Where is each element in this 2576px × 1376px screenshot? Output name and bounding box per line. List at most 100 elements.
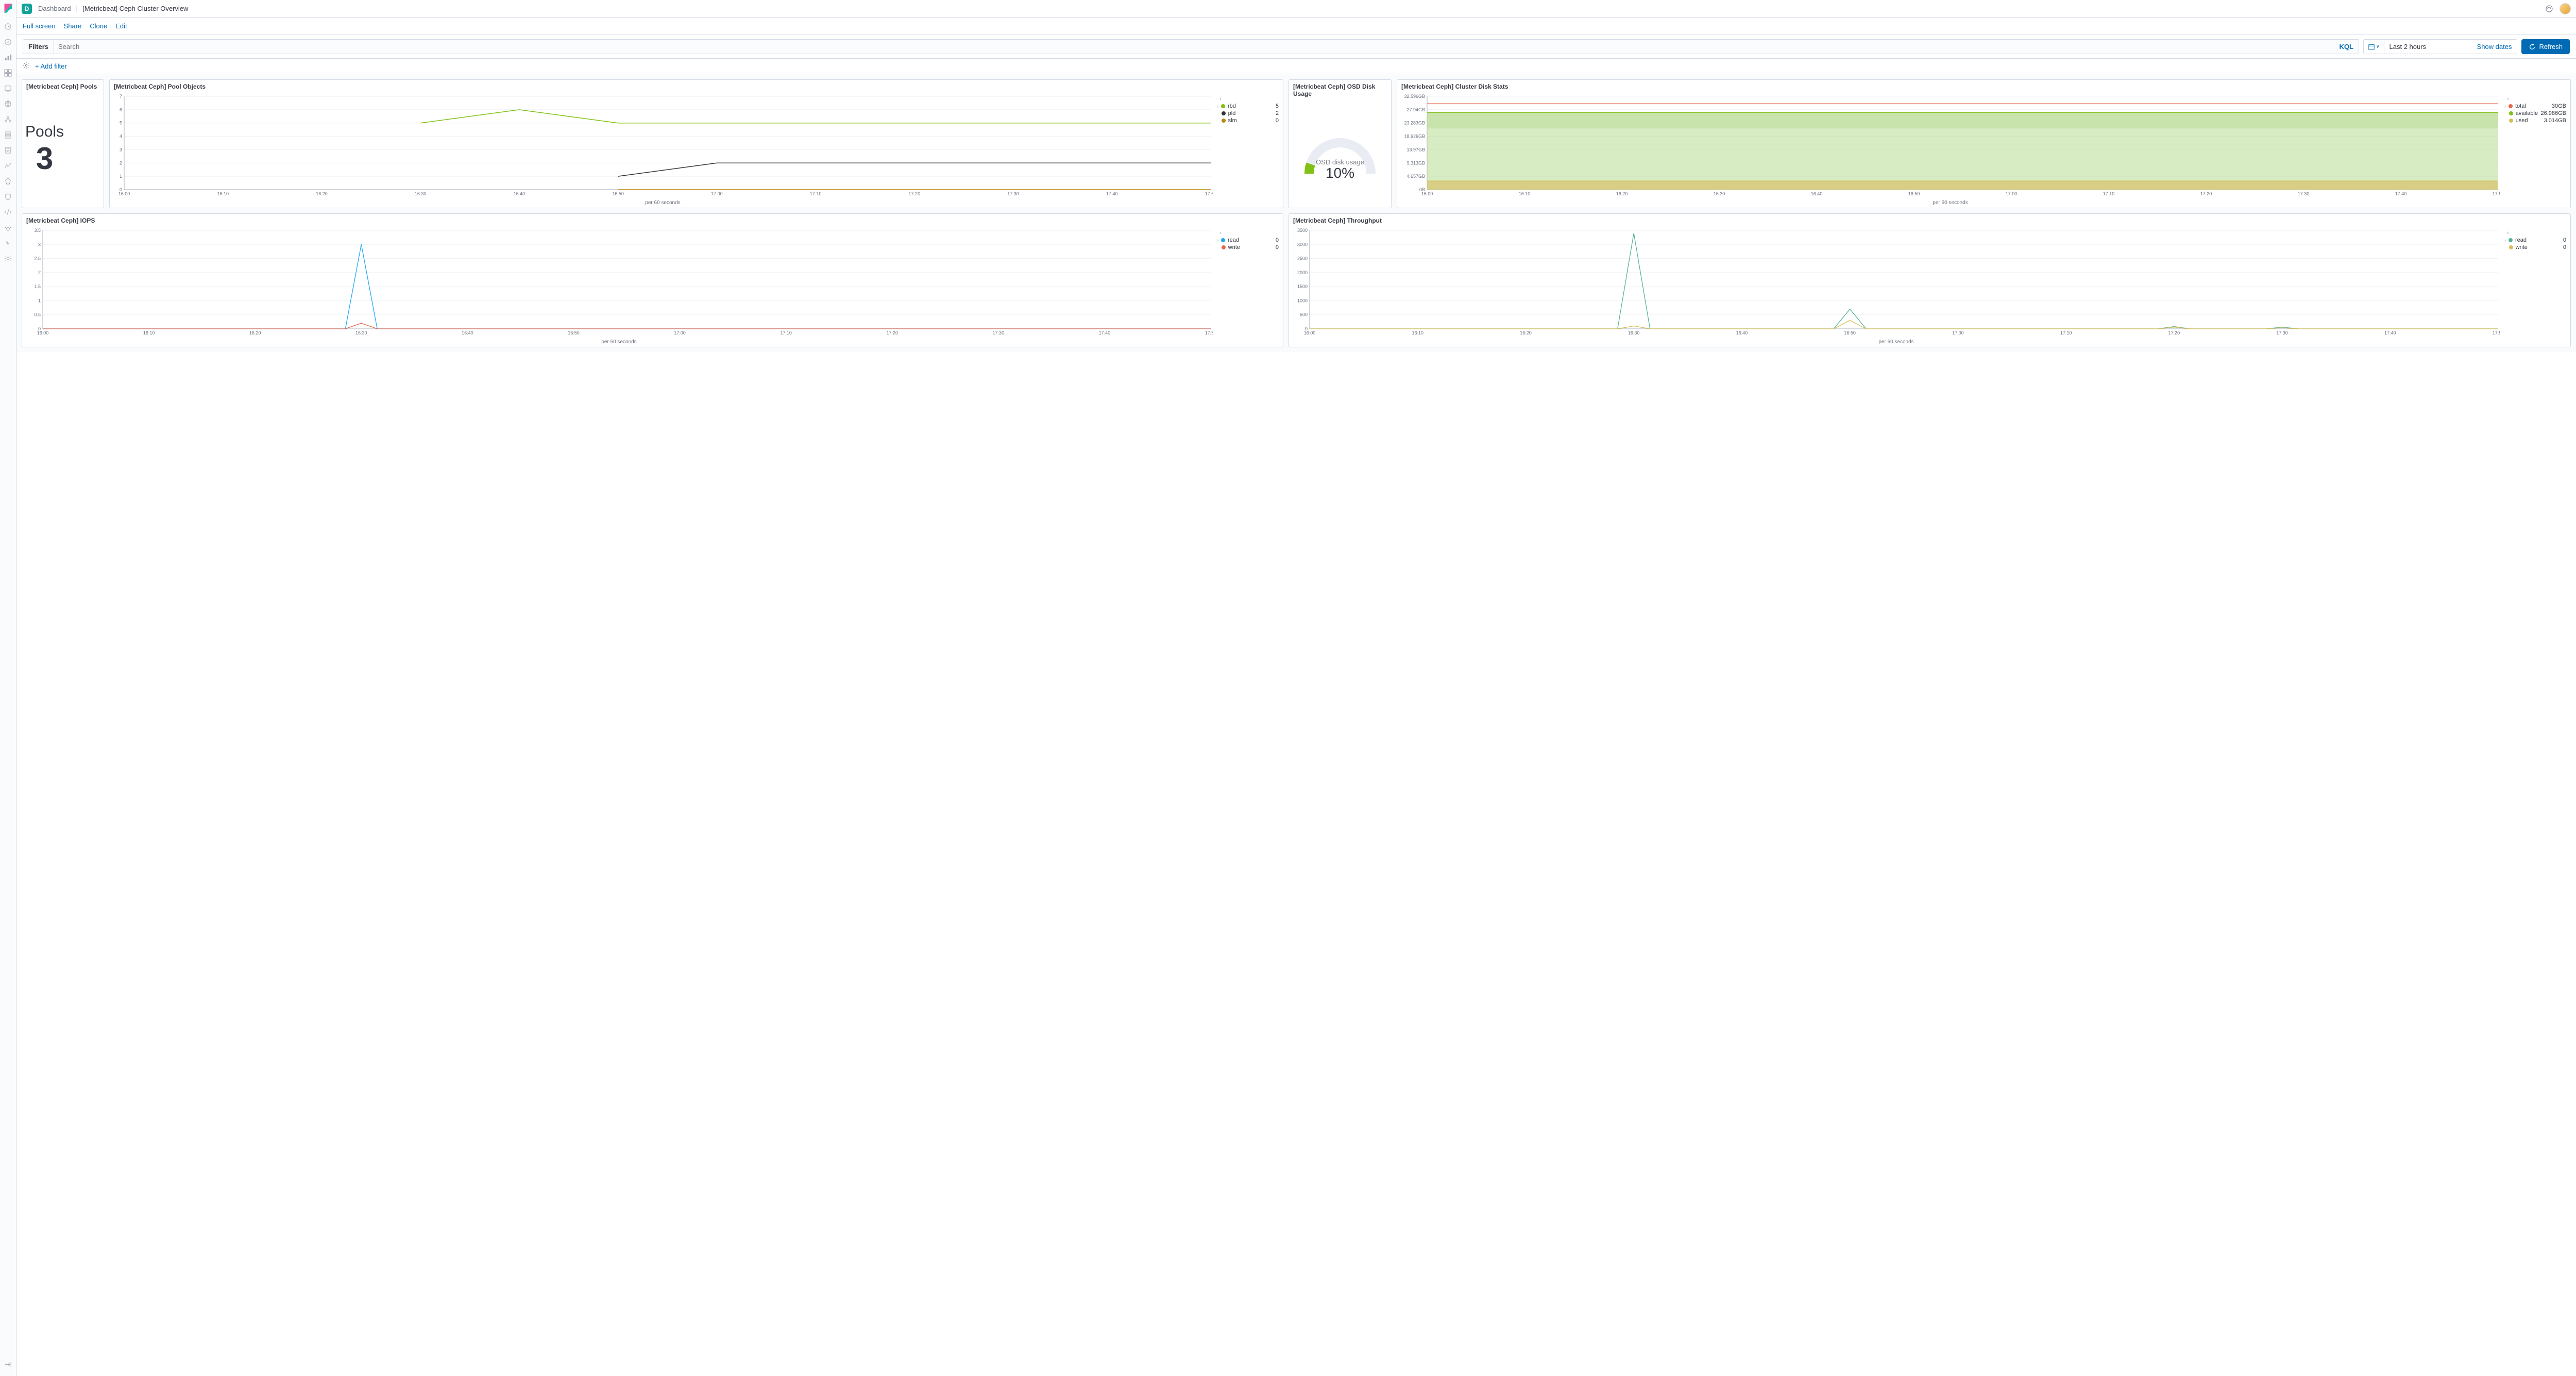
legend-item[interactable]: ›pld2 <box>1216 110 1280 117</box>
svg-text:3.5: 3.5 <box>34 228 41 233</box>
breadcrumb: Dashboard | [Metricbeat] Ceph Cluster Ov… <box>38 5 188 12</box>
svg-text:1: 1 <box>120 174 122 179</box>
nav-recent-icon[interactable] <box>0 19 16 34</box>
search-box: Filters KQL <box>23 39 2359 54</box>
svg-text:0.5: 0.5 <box>34 312 41 317</box>
nav-management-icon[interactable] <box>0 250 16 266</box>
svg-text:16:00: 16:00 <box>118 191 130 196</box>
pools-metric-label: Pools <box>25 123 64 141</box>
filter-options-icon[interactable] <box>23 62 30 71</box>
edit-link[interactable]: Edit <box>115 22 127 30</box>
svg-text:17:50: 17:50 <box>2493 330 2500 335</box>
svg-text:16:10: 16:10 <box>143 330 155 335</box>
svg-text:17:40: 17:40 <box>2395 191 2407 196</box>
svg-text:17:00: 17:00 <box>1952 330 1964 335</box>
add-filter-link[interactable]: + Add filter <box>35 62 67 70</box>
kibana-logo-icon[interactable] <box>3 3 13 13</box>
legend-item[interactable]: ›used3.014GB <box>2503 117 2567 124</box>
nav-infra-icon[interactable] <box>0 127 16 142</box>
cluster-disk-chart: 0B4.657GB9.313GB13.97GB18.626GB23.283GB2… <box>1400 93 2500 199</box>
svg-text:23.283GB: 23.283GB <box>1404 121 1425 126</box>
legend-item[interactable]: ›rbd5 <box>1216 103 1280 110</box>
svg-text:3: 3 <box>38 242 41 247</box>
nav-canvas-icon[interactable] <box>0 80 16 96</box>
svg-text:1: 1 <box>38 298 41 303</box>
fullscreen-link[interactable]: Full screen <box>23 22 56 30</box>
svg-text:16:30: 16:30 <box>355 330 367 335</box>
panel-iops: [Metricbeat Ceph] IOPS 00.511.522.533.51… <box>22 213 1283 347</box>
dashboard-toolbar: Full screen Share Clone Edit <box>16 18 2576 35</box>
svg-text:17:10: 17:10 <box>780 330 792 335</box>
time-range[interactable]: Last 2 hours <box>2384 40 2472 54</box>
panel-throughput: [Metricbeat Ceph] Throughput 05001000150… <box>1289 213 2571 347</box>
svg-text:17:20: 17:20 <box>886 330 898 335</box>
legend-item[interactable]: ›read0 <box>1216 237 1280 244</box>
svg-text:9.313GB: 9.313GB <box>1406 160 1425 165</box>
nav-uptime-icon[interactable] <box>0 173 16 189</box>
svg-text:17:40: 17:40 <box>1106 191 1118 196</box>
legend-item[interactable]: ›available26.986GB <box>2503 110 2567 117</box>
nav-discover-icon[interactable] <box>0 34 16 49</box>
show-dates-link[interactable]: Show dates <box>2472 40 2517 54</box>
svg-text:17:50: 17:50 <box>1205 330 1213 335</box>
nav-apm-icon[interactable] <box>0 158 16 173</box>
svg-text:2.5: 2.5 <box>34 256 41 261</box>
user-avatar[interactable] <box>2560 3 2571 14</box>
legend-collapse-icon[interactable]: ‹ <box>1217 96 1224 102</box>
svg-text:16:50: 16:50 <box>568 330 580 335</box>
svg-text:17:20: 17:20 <box>2200 191 2212 196</box>
dashboard-grid: [Metricbeat Ceph] Pools Pools 3 [Metricb… <box>16 74 2576 353</box>
newsfeed-icon[interactable] <box>2544 4 2554 14</box>
nav-siem-icon[interactable] <box>0 189 16 204</box>
nav-ml-icon[interactable] <box>0 111 16 127</box>
legend-collapse-icon[interactable]: ‹ <box>2504 230 2512 236</box>
nav-monitoring-icon[interactable] <box>0 235 16 250</box>
legend-item[interactable]: ›read0 <box>2503 237 2567 244</box>
svg-text:17:50: 17:50 <box>2493 191 2500 196</box>
nav-collapse-icon[interactable] <box>0 1356 16 1372</box>
breadcrumb-root[interactable]: Dashboard <box>38 5 71 12</box>
svg-text:17:10: 17:10 <box>810 191 822 196</box>
pool-objects-chart: 0123456716:0016:1016:2016:3016:4016:5017… <box>113 93 1213 199</box>
search-input[interactable] <box>54 40 2334 54</box>
svg-text:10%: 10% <box>1326 165 1354 181</box>
refresh-button[interactable]: Refresh <box>2521 39 2570 54</box>
legend-item[interactable]: ›slm0 <box>1216 117 1280 124</box>
nav-devtools-icon[interactable] <box>0 204 16 220</box>
svg-text:18.626GB: 18.626GB <box>1404 134 1425 139</box>
svg-text:1.5: 1.5 <box>34 284 41 289</box>
nav-dashboard-icon[interactable] <box>0 65 16 80</box>
nav-visualize-icon[interactable] <box>0 49 16 65</box>
panel-title: [Metricbeat Ceph] Throughput <box>1289 214 2570 227</box>
nav-stack-icon[interactable] <box>0 220 16 235</box>
query-bar: Filters KQL ∨ Last 2 hours Show dates Re… <box>16 35 2576 59</box>
svg-text:2000: 2000 <box>1297 270 1308 275</box>
space-selector[interactable]: D <box>22 4 32 14</box>
legend-item[interactable]: ›total30GB <box>2503 103 2567 110</box>
calendar-icon[interactable]: ∨ <box>2364 40 2384 54</box>
svg-text:3000: 3000 <box>1297 242 1308 247</box>
throughput-legend: ‹ ›read0 ›write0 <box>2500 227 2567 345</box>
svg-text:16:30: 16:30 <box>1714 191 1725 196</box>
svg-text:2: 2 <box>120 160 122 165</box>
svg-text:16:20: 16:20 <box>1520 330 1532 335</box>
kql-toggle[interactable]: KQL <box>2334 43 2358 51</box>
legend-item[interactable]: ›write0 <box>1216 244 1280 251</box>
filters-label[interactable]: Filters <box>23 40 54 54</box>
x-axis-label: per 60 seconds <box>1292 338 2500 345</box>
nav-maps-icon[interactable] <box>0 96 16 111</box>
legend-collapse-icon[interactable]: ‹ <box>2504 96 2512 102</box>
clone-link[interactable]: Clone <box>90 22 107 30</box>
svg-text:16:00: 16:00 <box>37 330 49 335</box>
svg-text:17:30: 17:30 <box>1007 191 1019 196</box>
share-link[interactable]: Share <box>64 22 82 30</box>
svg-text:4.657GB: 4.657GB <box>1406 174 1425 179</box>
nav-logs-icon[interactable] <box>0 142 16 158</box>
topbar: D Dashboard | [Metricbeat] Ceph Cluster … <box>16 0 2576 18</box>
panel-pool-objects: [Metricbeat Ceph] Pool Objects 012345671… <box>109 79 1283 208</box>
svg-text:4: 4 <box>120 134 122 139</box>
legend-collapse-icon[interactable]: ‹ <box>1217 230 1224 236</box>
svg-text:1500: 1500 <box>1297 284 1308 289</box>
throughput-chart: 050010001500200025003000350016:0016:1016… <box>1292 227 2500 338</box>
legend-item[interactable]: ›write0 <box>2503 244 2567 251</box>
